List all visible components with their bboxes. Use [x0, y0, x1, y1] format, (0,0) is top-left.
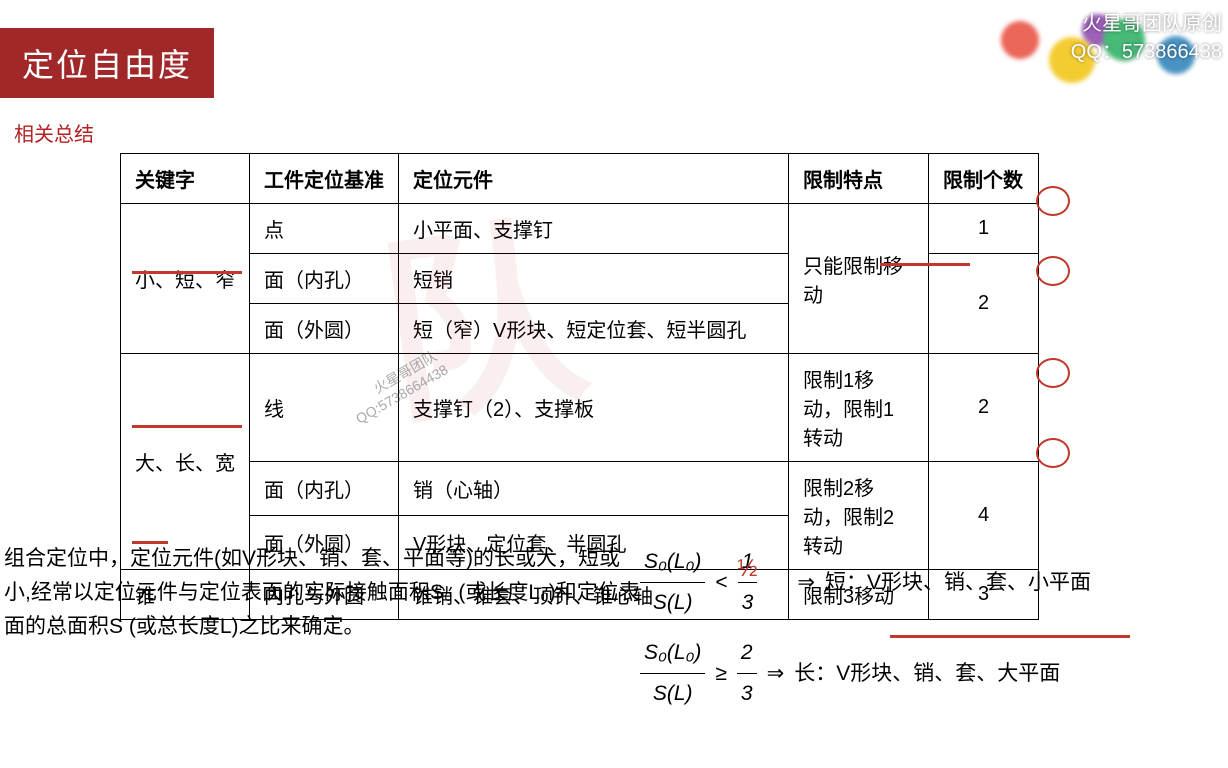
corner-watermark: 火星哥团队原创 QQ：573866438 — [968, 0, 1228, 100]
cell-count: 2 — [929, 354, 1039, 462]
table-row: 面（内孔） 销（心轴） 限制2移动，限制2转动 4 — [121, 462, 1039, 516]
cell-element: 销（心轴） — [399, 462, 789, 516]
cell-count: 2 — [929, 254, 1039, 354]
f1-den: S(L) — [649, 583, 697, 623]
cell-datum: 面（内孔） — [250, 462, 399, 516]
cell-feature: 只能限制移动 — [789, 204, 929, 354]
f1-result: 短：V形块、销、套、小平面 — [825, 563, 1091, 603]
formula-long: S₀(L₀) S(L) ≥ 2 3 ⇒ 长：V形块、销、套、大平面 — [640, 633, 1228, 714]
page-title: 定位自由度 — [0, 28, 214, 98]
f1-op: < — [715, 563, 727, 603]
faint-watermark: 队 — [361, 146, 619, 464]
cell-feature: 限制1移动，限制1转动 — [789, 354, 929, 462]
th-keyword: 关键字 — [121, 154, 250, 204]
handwritten-half: ½ — [737, 546, 757, 592]
th-count: 限制个数 — [929, 154, 1039, 204]
cell-datum: 面（外圆） — [250, 304, 399, 354]
section-label: 相关总结 — [14, 118, 1228, 147]
f1-arrow: ⇒ — [797, 563, 815, 603]
f2-result: 长：V形块、销、套、大平面 — [794, 654, 1060, 694]
cell-keyword: 小、短、窄 — [121, 204, 250, 354]
f1-num: S₀(L₀) — [640, 542, 705, 583]
f2-den: S(L) — [649, 674, 697, 714]
explanation-text: 组合定位中，定位元件(如V形块、销、套、平面等)的长或大，短或小,经常以定位元件… — [0, 542, 640, 728]
cell-keyword: 大、长、宽 — [121, 354, 250, 570]
f2-rnum: 2 — [737, 633, 757, 674]
cell-count: 1 — [929, 204, 1039, 254]
f2-num: S₀(L₀) — [640, 633, 705, 674]
f2-rden: 3 — [737, 674, 757, 714]
corner-line2: QQ：573866438 — [1071, 38, 1222, 66]
corner-line1: 火星哥团队原创 — [1071, 10, 1222, 38]
th-feature: 限制特点 — [789, 154, 929, 204]
f2-arrow: ⇒ — [767, 654, 785, 694]
formula-short: S₀(L₀) S(L) < 1 3 ½ ⇒ 短：V形块、销、套、小平面 — [640, 542, 1228, 623]
formula-block: S₀(L₀) S(L) < 1 3 ½ ⇒ 短：V形块、销、套、小平面 S₀(L… — [640, 542, 1228, 728]
f2-op: ≥ — [715, 654, 727, 694]
